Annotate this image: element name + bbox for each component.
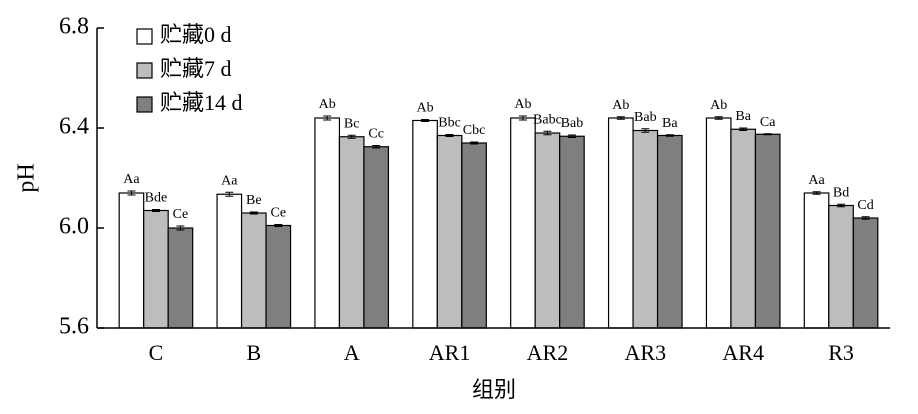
significance-label: Bd bbox=[833, 185, 849, 200]
significance-label: Ab bbox=[710, 98, 727, 113]
bar bbox=[314, 117, 341, 329]
bar bbox=[143, 209, 169, 329]
significance-label: Be bbox=[246, 193, 262, 208]
significance-label: Cbc bbox=[463, 123, 486, 138]
bar bbox=[436, 134, 463, 329]
significance-label: Cc bbox=[368, 127, 384, 142]
error-bar bbox=[861, 216, 870, 220]
error-bar bbox=[445, 134, 454, 137]
significance-label: Ba bbox=[735, 109, 751, 124]
x-tick-label: R3 bbox=[828, 340, 854, 365]
error-bar bbox=[470, 141, 479, 145]
bar bbox=[338, 136, 365, 329]
error-bar bbox=[641, 128, 650, 133]
error-bar bbox=[543, 130, 552, 136]
y-tick-label: 6.0 bbox=[59, 214, 89, 240]
error-bar bbox=[151, 209, 160, 212]
error-bar bbox=[347, 134, 356, 139]
bar bbox=[510, 117, 536, 329]
legend-swatch bbox=[136, 62, 153, 79]
y-tick-label: 6.4 bbox=[59, 114, 89, 140]
significance-label: Bbc bbox=[438, 116, 461, 131]
error-bar bbox=[323, 115, 332, 121]
error-bar bbox=[812, 191, 821, 195]
error-bar bbox=[176, 225, 185, 231]
bar bbox=[559, 135, 585, 329]
bar bbox=[461, 142, 487, 329]
bar bbox=[534, 132, 561, 329]
significance-label: Aa bbox=[808, 173, 825, 188]
x-tick-label: AR4 bbox=[722, 340, 764, 365]
significance-label: Ce bbox=[271, 206, 287, 221]
bar bbox=[852, 217, 879, 329]
bar bbox=[412, 119, 438, 329]
x-tick-label: AR2 bbox=[527, 340, 569, 365]
significance-label: Babc bbox=[533, 112, 562, 127]
bar bbox=[240, 212, 267, 329]
y-axis-label: pH bbox=[14, 163, 40, 192]
significance-label: Aa bbox=[123, 172, 140, 187]
y-tick-label: 6.8 bbox=[59, 14, 89, 40]
x-tick-label: B bbox=[246, 340, 261, 365]
x-axis-label: 组别 bbox=[472, 377, 516, 402]
significance-label: Ca bbox=[760, 115, 776, 130]
bar bbox=[607, 117, 634, 329]
legend-label: 贮藏14 d bbox=[160, 90, 243, 115]
error-bar bbox=[127, 190, 136, 196]
significance-label: Ba bbox=[662, 116, 678, 131]
significance-label: Ab bbox=[417, 101, 434, 116]
legend-label: 贮藏7 d bbox=[160, 56, 232, 81]
error-bar bbox=[372, 145, 381, 149]
error-bar bbox=[421, 119, 430, 122]
bar bbox=[265, 224, 292, 329]
x-tick-label: AR1 bbox=[429, 340, 471, 365]
x-tick-label: AR3 bbox=[625, 340, 667, 365]
legend-swatch bbox=[136, 96, 153, 113]
significance-label: Aa bbox=[221, 173, 238, 188]
x-tick-label: A bbox=[344, 340, 360, 365]
error-bar bbox=[837, 203, 846, 208]
bar bbox=[118, 192, 145, 329]
bar bbox=[730, 128, 757, 329]
y-tick-label: 5.6 bbox=[59, 314, 89, 340]
error-bar bbox=[665, 134, 674, 137]
significance-label: Bab bbox=[561, 116, 584, 131]
error-bar bbox=[225, 191, 234, 197]
error-bar bbox=[739, 127, 748, 131]
significance-label: Bab bbox=[634, 110, 657, 125]
bar bbox=[705, 117, 732, 329]
error-bar bbox=[249, 211, 258, 215]
bar bbox=[167, 227, 194, 329]
significance-label: Ce bbox=[173, 207, 189, 222]
error-bar bbox=[763, 133, 772, 136]
x-tick-label: C bbox=[149, 340, 164, 365]
error-bar bbox=[518, 115, 527, 121]
bar bbox=[632, 129, 659, 329]
bar bbox=[216, 193, 243, 329]
legend-swatch bbox=[136, 28, 153, 45]
bar bbox=[656, 134, 683, 329]
significance-label: Cd bbox=[857, 198, 873, 213]
significance-label: Bc bbox=[344, 116, 360, 131]
bar bbox=[754, 133, 781, 329]
significance-label: Ab bbox=[514, 97, 531, 112]
bar bbox=[803, 192, 830, 329]
significance-label: Bde bbox=[145, 191, 168, 206]
error-bar bbox=[567, 134, 576, 138]
error-bar bbox=[714, 116, 723, 120]
error-bar bbox=[616, 116, 625, 120]
legend-label: 贮藏0 d bbox=[160, 22, 232, 47]
error-bar bbox=[274, 224, 283, 227]
bar bbox=[363, 146, 390, 329]
bar bbox=[828, 204, 854, 329]
significance-label: Ab bbox=[319, 97, 336, 112]
significance-label: Ab bbox=[612, 98, 629, 113]
